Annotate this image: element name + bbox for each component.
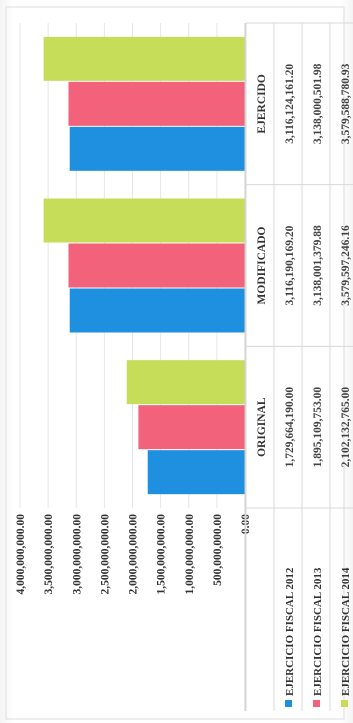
bar-1-3: [69, 126, 245, 171]
data-label: 3,579,588,780.93: [340, 63, 352, 144]
legend-label: EJERCICIO FISCAL 2012: [284, 567, 296, 696]
data-label: 3,138,000,501.98: [312, 63, 324, 144]
legend-key-3: [341, 700, 348, 707]
y-tick-label: 500,000,000.00: [212, 514, 224, 586]
data-label: 3,138,001,379.88: [312, 225, 324, 306]
category-label: ORIGINAL: [256, 397, 268, 457]
category-label: MODIFICADO: [256, 226, 268, 304]
bar-3-1: [126, 360, 245, 405]
bar-1-2: [69, 288, 245, 333]
bar-2-3: [68, 81, 245, 126]
data-label: 1,729,664,190.00: [284, 387, 296, 468]
data-label: 3,116,190,169.20: [284, 225, 296, 305]
bar-3-3: [43, 36, 245, 81]
y-tick-label: 3,500,000,000.00: [43, 514, 55, 595]
data-label: 3,579,597,246.16: [340, 225, 352, 306]
bar-3-2: [43, 198, 245, 243]
data-label: 3,116,124,161.20: [284, 64, 296, 144]
data-label: 1,895,109,753.00: [312, 387, 324, 468]
legend-label: EJERCICIO FISCAL 2013: [312, 567, 324, 696]
y-tick-label: 1,500,000,000.00: [156, 514, 168, 595]
legend-label: EJERCICIO FISCAL 2014: [340, 567, 352, 696]
bar-1-1: [147, 450, 245, 495]
y-tick-label: 4,000,000,000.00: [15, 514, 27, 595]
y-tick-label: 3,000,000,000.00: [71, 514, 83, 595]
bar-2-2: [68, 243, 245, 288]
legend-key-2: [313, 700, 320, 707]
y-tick-label: 1,000,000,000.00: [184, 514, 196, 595]
category-label: EJERCIDO: [256, 74, 268, 133]
chart-border: [5, 6, 345, 720]
data-label: 2,102,132,765.00: [340, 387, 352, 468]
legend-key-1: [285, 700, 292, 707]
y-tick-label: 2,500,000,000.00: [99, 514, 111, 595]
bar-2-1: [138, 405, 245, 450]
y-tick-label: 2,000,000,000.00: [128, 514, 140, 595]
